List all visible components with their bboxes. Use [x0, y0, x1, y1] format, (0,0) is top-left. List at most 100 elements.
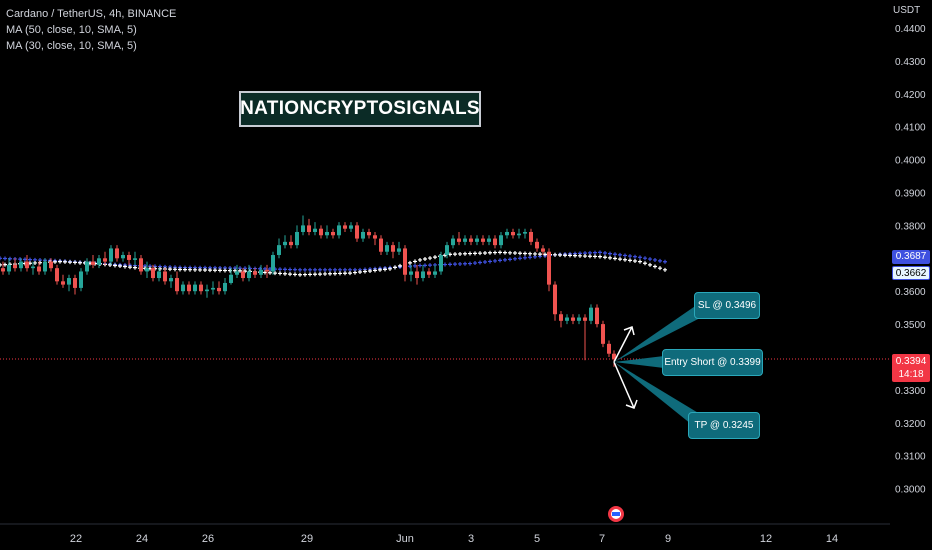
candle[interactable]	[289, 235, 293, 249]
candle[interactable]	[612, 350, 616, 367]
candle[interactable]	[409, 264, 413, 282]
candle[interactable]	[157, 268, 161, 282]
candle[interactable]	[145, 261, 149, 279]
candle[interactable]	[397, 241, 401, 256]
candle[interactable]	[421, 264, 425, 282]
candle[interactable]	[277, 238, 281, 259]
candle[interactable]	[313, 222, 317, 236]
candle[interactable]	[379, 235, 383, 256]
candle[interactable]	[253, 268, 257, 279]
candle[interactable]	[439, 251, 443, 275]
candle[interactable]	[463, 235, 467, 246]
candle[interactable]	[301, 215, 305, 236]
candle[interactable]	[337, 222, 341, 239]
candle[interactable]	[529, 228, 533, 246]
candle[interactable]	[73, 274, 77, 295]
take-profit-callout[interactable]: TP @ 0.3245	[688, 412, 760, 439]
event-icon[interactable]	[608, 506, 624, 522]
candle[interactable]	[499, 231, 503, 249]
candle[interactable]	[175, 271, 179, 295]
candle[interactable]	[325, 225, 329, 239]
candle[interactable]	[343, 222, 347, 232]
candle[interactable]	[355, 222, 359, 242]
candle[interactable]	[403, 245, 407, 282]
candle[interactable]	[133, 251, 137, 265]
candle[interactable]	[547, 248, 551, 292]
candle[interactable]	[505, 228, 509, 239]
candle[interactable]	[181, 281, 185, 295]
candle[interactable]	[1, 261, 5, 275]
candle[interactable]	[223, 278, 227, 295]
candle[interactable]	[307, 218, 311, 236]
candle[interactable]	[151, 264, 155, 282]
candle[interactable]	[79, 268, 83, 292]
candle[interactable]	[25, 255, 29, 272]
candle[interactable]	[523, 228, 527, 239]
candle[interactable]	[19, 258, 23, 272]
candle[interactable]	[319, 225, 323, 239]
candle[interactable]	[61, 274, 65, 288]
stop-loss-callout[interactable]: SL @ 0.3496	[694, 292, 760, 319]
candle[interactable]	[247, 264, 251, 282]
candle[interactable]	[31, 261, 35, 275]
candle[interactable]	[187, 281, 191, 295]
candle[interactable]	[91, 255, 95, 269]
candle[interactable]	[103, 251, 107, 265]
candle[interactable]	[139, 255, 143, 275]
candle[interactable]	[571, 314, 575, 325]
candle[interactable]	[601, 320, 605, 348]
candle[interactable]	[349, 222, 353, 232]
candle[interactable]	[541, 245, 545, 256]
candle[interactable]	[49, 258, 53, 272]
candle[interactable]	[121, 251, 125, 262]
candle[interactable]	[475, 235, 479, 246]
candle[interactable]	[109, 245, 113, 265]
candle[interactable]	[295, 225, 299, 249]
candle[interactable]	[583, 314, 587, 361]
candle[interactable]	[373, 231, 377, 246]
candle[interactable]	[85, 258, 89, 275]
candle[interactable]	[13, 258, 17, 272]
symbol-title[interactable]: Cardano / TetherUS, 4h, BINANCE	[6, 8, 177, 20]
candle[interactable]	[43, 258, 47, 275]
candle[interactable]	[115, 245, 119, 262]
ma-30-label[interactable]: MA (30, close, 10, SMA, 5)	[6, 40, 137, 52]
candle[interactable]	[169, 274, 173, 288]
candle[interactable]	[205, 284, 209, 298]
candle[interactable]	[427, 268, 431, 279]
candle[interactable]	[595, 304, 599, 328]
candle[interactable]	[553, 281, 557, 321]
candle[interactable]	[235, 264, 239, 279]
candle[interactable]	[511, 228, 515, 239]
candle[interactable]	[97, 255, 101, 269]
candle[interactable]	[217, 281, 221, 295]
candle[interactable]	[55, 264, 59, 285]
candle[interactable]	[487, 235, 491, 246]
candle[interactable]	[445, 241, 449, 259]
candle[interactable]	[565, 314, 569, 325]
candle[interactable]	[229, 268, 233, 285]
candle[interactable]	[385, 241, 389, 256]
candle[interactable]	[589, 304, 593, 325]
candle[interactable]	[7, 258, 11, 275]
candle[interactable]	[415, 264, 419, 285]
candle[interactable]	[37, 261, 41, 275]
entry-short-callout[interactable]: Entry Short @ 0.3399	[662, 349, 763, 376]
candle[interactable]	[163, 268, 167, 285]
candle[interactable]	[259, 264, 263, 279]
candle[interactable]	[607, 340, 611, 357]
candle[interactable]	[391, 241, 395, 259]
candle[interactable]	[361, 228, 365, 242]
candle[interactable]	[199, 281, 203, 295]
candle[interactable]	[577, 314, 581, 325]
candle[interactable]	[367, 228, 371, 239]
candle[interactable]	[469, 235, 473, 246]
ma-50-label[interactable]: MA (50, close, 10, SMA, 5)	[6, 24, 137, 36]
candle[interactable]	[193, 281, 197, 295]
candle[interactable]	[535, 238, 539, 252]
candle[interactable]	[241, 268, 245, 282]
candle[interactable]	[271, 251, 275, 275]
candle[interactable]	[433, 264, 437, 279]
candle[interactable]	[283, 235, 287, 249]
